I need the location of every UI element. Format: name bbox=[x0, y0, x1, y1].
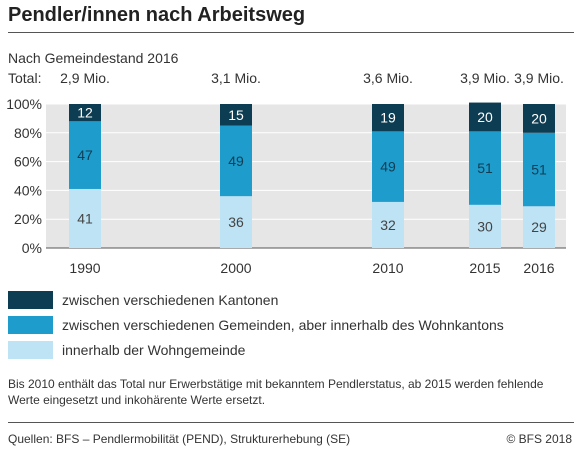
chart-subtitle: Nach Gemeindestand 2016 bbox=[8, 50, 179, 66]
legend-label-gemeinden: zwischen verschiedenen Gemeinden, aber i… bbox=[62, 317, 504, 333]
data-label-wohngemeinde: 36 bbox=[228, 214, 244, 230]
bar-segment-gemeinden bbox=[469, 131, 501, 205]
bar-segment-gemeinden bbox=[69, 121, 101, 189]
bar-segment-wohngemeinde bbox=[220, 196, 252, 248]
legend-swatch-kantone bbox=[8, 291, 53, 309]
data-label-kantone: 20 bbox=[477, 109, 493, 125]
stacked-bar-chart: 0% 20% 40% 60% 80% 100% 41 47 12 1990 36 49 15 2000 32… bbox=[6, 96, 566, 276]
data-label-gemeinden: 51 bbox=[531, 162, 547, 178]
legend-label-wohngemeinde: innerhalb der Wohngemeinde bbox=[62, 342, 246, 358]
footer-divider bbox=[8, 422, 574, 423]
y-tick-label: 80% bbox=[14, 125, 42, 141]
data-label-wohngemeinde: 30 bbox=[477, 218, 493, 234]
y-tick-label: 100% bbox=[6, 96, 42, 112]
title-divider bbox=[8, 32, 574, 33]
legend-label-kantone: zwischen verschiedenen Kantonen bbox=[62, 292, 279, 308]
bar-segment-kantone bbox=[220, 104, 252, 126]
bar-segment-gemeinden bbox=[372, 131, 404, 202]
data-label-wohngemeinde: 29 bbox=[531, 219, 547, 235]
data-label-wohngemeinde: 32 bbox=[380, 217, 396, 233]
total-value-2010: 3,6 Mio. bbox=[363, 70, 413, 86]
y-tick-label: 20% bbox=[14, 211, 42, 227]
total-value-2000: 3,1 Mio. bbox=[211, 70, 261, 86]
y-tick-label: 60% bbox=[14, 154, 42, 170]
x-tick-label: 2015 bbox=[469, 260, 500, 276]
data-label-gemeinden: 49 bbox=[228, 153, 244, 169]
data-label-kantone: 20 bbox=[531, 110, 547, 126]
legend-item-kantone: zwischen verschiedenen Kantonen bbox=[8, 291, 568, 309]
bar-segment-wohngemeinde bbox=[372, 201, 404, 248]
x-tick-label: 2010 bbox=[372, 260, 403, 276]
bar-segment-kantone bbox=[372, 104, 404, 132]
bar-segment-wohngemeinde bbox=[469, 204, 501, 248]
footer-copyright: © BFS 2018 bbox=[506, 432, 572, 446]
legend-swatch-wohngemeinde bbox=[8, 341, 53, 359]
data-label-gemeinden: 47 bbox=[77, 147, 93, 163]
bar-segment-wohngemeinde bbox=[523, 206, 555, 248]
data-label-gemeinden: 51 bbox=[477, 160, 493, 176]
bar-segment-gemeinden bbox=[220, 125, 252, 197]
data-label-wohngemeinde: 41 bbox=[77, 210, 93, 226]
bar-segment-kantone bbox=[69, 104, 101, 122]
x-tick-label: 2000 bbox=[220, 260, 251, 276]
legend-item-wohngemeinde: innerhalb der Wohngemeinde bbox=[8, 341, 568, 359]
chart-title: Pendler/innen nach Arbeitsweg bbox=[8, 4, 306, 26]
bar-segment-wohngemeinde bbox=[69, 188, 101, 248]
x-tick-label: 2016 bbox=[523, 260, 554, 276]
total-value-1990: 2,9 Mio. bbox=[60, 70, 110, 86]
bar-segment-gemeinden bbox=[523, 132, 555, 207]
footer-sources: Quellen: BFS – Pendlermobilität (PEND), … bbox=[8, 432, 351, 446]
data-label-gemeinden: 49 bbox=[380, 159, 396, 175]
total-label: Total: bbox=[8, 70, 42, 86]
bar-segment-kantone bbox=[523, 104, 555, 133]
total-value-2015: 3,9 Mio. bbox=[460, 70, 510, 86]
footnote: Bis 2010 enthält das Total nur Erwerbstä… bbox=[8, 377, 544, 407]
data-label-kantone: 15 bbox=[228, 107, 244, 123]
total-value-2016: 3,9 Mio. bbox=[514, 70, 564, 86]
data-label-kantone: 19 bbox=[380, 110, 396, 126]
y-tick-label: 40% bbox=[14, 182, 42, 198]
y-tick-label: 0% bbox=[22, 240, 42, 256]
legend-item-gemeinden: zwischen verschiedenen Gemeinden, aber i… bbox=[8, 316, 568, 334]
legend-swatch-gemeinden bbox=[8, 316, 53, 334]
data-label-kantone: 12 bbox=[77, 105, 93, 121]
x-tick-label: 1990 bbox=[69, 260, 100, 276]
bar-segment-kantone bbox=[469, 102, 501, 132]
